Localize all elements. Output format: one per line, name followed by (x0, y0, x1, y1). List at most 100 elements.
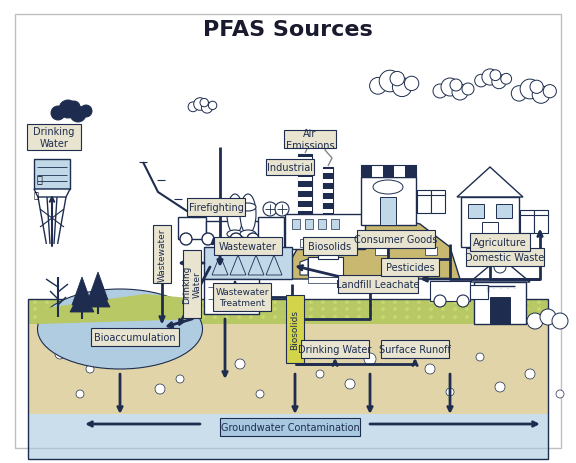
Circle shape (81, 307, 85, 311)
Polygon shape (470, 257, 530, 282)
Ellipse shape (240, 194, 256, 234)
Circle shape (153, 300, 157, 304)
FancyBboxPatch shape (381, 258, 439, 276)
Circle shape (81, 300, 85, 304)
FancyBboxPatch shape (27, 125, 81, 150)
Bar (28, 300, 548, 324)
Polygon shape (86, 284, 110, 307)
Circle shape (124, 353, 136, 365)
FancyBboxPatch shape (466, 249, 544, 266)
Text: ·: · (506, 283, 510, 294)
Text: Wastewater: Wastewater (157, 228, 166, 281)
Text: Drinking
Water: Drinking Water (182, 265, 202, 304)
Circle shape (237, 315, 241, 319)
FancyBboxPatch shape (470, 233, 530, 251)
Bar (28, 300, 548, 459)
Text: Bioaccumulation: Bioaccumulation (94, 332, 176, 342)
Bar (28, 324, 548, 414)
Circle shape (263, 203, 277, 217)
Circle shape (141, 307, 145, 311)
Circle shape (165, 315, 169, 319)
Circle shape (513, 300, 517, 304)
Circle shape (69, 315, 73, 319)
Circle shape (57, 307, 61, 311)
Circle shape (129, 300, 133, 304)
Circle shape (201, 300, 205, 304)
Circle shape (309, 315, 313, 319)
Circle shape (333, 300, 337, 304)
Circle shape (194, 99, 206, 111)
Bar (404, 166, 416, 178)
Bar (298, 155, 312, 230)
Bar (323, 169, 333, 174)
Bar (430, 282, 470, 301)
Circle shape (93, 307, 97, 311)
Bar (308, 257, 343, 277)
Circle shape (477, 307, 481, 311)
Circle shape (153, 307, 157, 311)
Circle shape (93, 315, 97, 319)
Bar (206, 221, 261, 239)
Text: Industrial: Industrial (267, 163, 313, 173)
Text: Surface Runoff: Surface Runoff (379, 344, 451, 354)
Circle shape (273, 307, 277, 311)
Bar (323, 189, 333, 194)
Bar (305, 219, 313, 230)
Circle shape (297, 300, 301, 304)
Bar (258, 218, 284, 250)
Text: 🐟: 🐟 (126, 333, 134, 346)
Circle shape (501, 307, 505, 311)
Ellipse shape (240, 231, 256, 238)
Bar (361, 178, 415, 225)
Text: PFAS Sources: PFAS Sources (203, 20, 373, 40)
Circle shape (393, 307, 397, 311)
Circle shape (177, 315, 181, 319)
Text: Wastewater
Treatment: Wastewater Treatment (215, 288, 269, 307)
Circle shape (33, 315, 37, 319)
Bar (416, 191, 430, 195)
Polygon shape (70, 289, 94, 313)
Polygon shape (38, 294, 200, 324)
Circle shape (155, 384, 165, 394)
Text: Consumer Goods: Consumer Goods (354, 234, 438, 244)
Circle shape (256, 390, 264, 398)
Circle shape (33, 307, 37, 311)
Text: Groundwater Contamination: Groundwater Contamination (221, 422, 359, 432)
Circle shape (357, 307, 361, 311)
Bar (331, 219, 339, 230)
Ellipse shape (240, 204, 256, 212)
Circle shape (453, 300, 457, 304)
Circle shape (225, 315, 229, 319)
Bar (28, 414, 548, 459)
Bar (474, 282, 526, 324)
Circle shape (189, 315, 193, 319)
Bar (350, 239, 362, 247)
Circle shape (543, 85, 556, 99)
Circle shape (213, 300, 217, 304)
Circle shape (450, 80, 462, 92)
Circle shape (129, 307, 133, 311)
Circle shape (57, 300, 61, 304)
Text: Biosolids: Biosolids (308, 242, 351, 251)
Bar (178, 218, 206, 239)
Polygon shape (457, 168, 523, 198)
Circle shape (390, 72, 404, 87)
Circle shape (457, 295, 469, 307)
Circle shape (235, 359, 245, 369)
Circle shape (345, 315, 349, 319)
Bar (393, 166, 406, 178)
Circle shape (225, 307, 229, 311)
Text: ·: · (485, 283, 488, 294)
Text: ·: · (513, 283, 517, 294)
FancyBboxPatch shape (183, 250, 201, 319)
Circle shape (345, 300, 349, 304)
Bar (285, 214, 365, 250)
Circle shape (247, 233, 259, 245)
Circle shape (177, 307, 181, 311)
Text: Biosolids: Biosolids (290, 309, 300, 349)
Circle shape (381, 307, 385, 311)
Circle shape (540, 309, 556, 325)
Circle shape (33, 300, 37, 304)
Circle shape (489, 307, 493, 311)
Circle shape (321, 300, 325, 304)
